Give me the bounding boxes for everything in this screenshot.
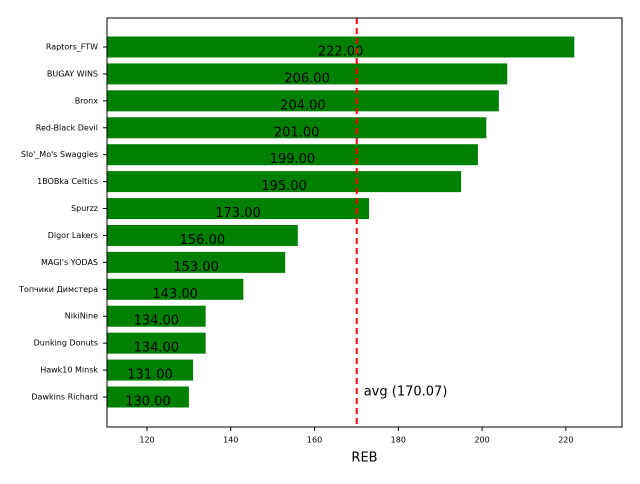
bar bbox=[107, 332, 206, 354]
bar bbox=[107, 36, 575, 58]
x-tick-label: 160 bbox=[307, 436, 322, 445]
value-label: 206.00 bbox=[284, 71, 330, 86]
y-tick-label: Red-Black Devil bbox=[36, 123, 98, 132]
bar bbox=[107, 224, 298, 246]
x-tick-label: 140 bbox=[223, 436, 238, 445]
x-tick-label: 220 bbox=[558, 436, 573, 445]
bar bbox=[107, 90, 499, 112]
bar bbox=[107, 198, 370, 220]
y-tick-label: Slo'_Mo's Swaggies bbox=[21, 150, 98, 159]
y-tick-label: Raptors_FTW bbox=[46, 43, 98, 52]
value-label: 222.00 bbox=[318, 45, 364, 60]
y-tick-label: Spurzz bbox=[71, 204, 98, 213]
x-tick-label: 180 bbox=[391, 436, 406, 445]
plot-frame bbox=[106, 17, 623, 428]
y-tick-label: BUGAY WINS bbox=[47, 69, 98, 78]
value-label: 134.00 bbox=[134, 314, 180, 329]
value-label: 134.00 bbox=[134, 341, 180, 356]
value-label: 195.00 bbox=[261, 179, 307, 194]
bar bbox=[107, 171, 462, 193]
bar bbox=[107, 305, 206, 327]
bar bbox=[107, 359, 194, 381]
y-tick-label: Hawk10 Minsk bbox=[40, 366, 98, 375]
y-tick-label: NikiNine bbox=[65, 312, 98, 321]
y-tick-label: Dunking Donuts bbox=[34, 339, 98, 348]
y-tick-label: Топчики Димстера bbox=[18, 285, 98, 294]
x-tick-label: 120 bbox=[139, 436, 154, 445]
value-label: 156.00 bbox=[180, 233, 226, 248]
bar bbox=[107, 144, 478, 166]
average-label: avg (170.07) bbox=[364, 385, 448, 400]
y-tick-label: Dawkins Richard bbox=[31, 393, 98, 402]
value-label: 130.00 bbox=[125, 395, 171, 410]
value-label: 199.00 bbox=[270, 152, 316, 167]
value-label: 143.00 bbox=[152, 287, 198, 302]
value-label: 131.00 bbox=[127, 368, 173, 383]
y-tick-label: Bronx bbox=[75, 96, 99, 105]
bar bbox=[107, 278, 244, 300]
bar bbox=[107, 117, 487, 139]
x-tick-label: 200 bbox=[474, 436, 489, 445]
y-tick-label: MAGI's YODAS bbox=[41, 258, 98, 267]
y-tick-label: 1BOBka Celtics bbox=[37, 177, 98, 186]
y-tick-label: Digor Lakers bbox=[48, 231, 98, 240]
value-label: 201.00 bbox=[274, 125, 320, 140]
bar bbox=[107, 251, 286, 273]
x-axis-label: REB bbox=[351, 451, 377, 466]
bar bbox=[107, 386, 189, 408]
value-label: 153.00 bbox=[173, 260, 219, 275]
bar bbox=[107, 63, 508, 85]
value-label: 173.00 bbox=[215, 206, 261, 221]
value-label: 204.00 bbox=[280, 98, 326, 113]
